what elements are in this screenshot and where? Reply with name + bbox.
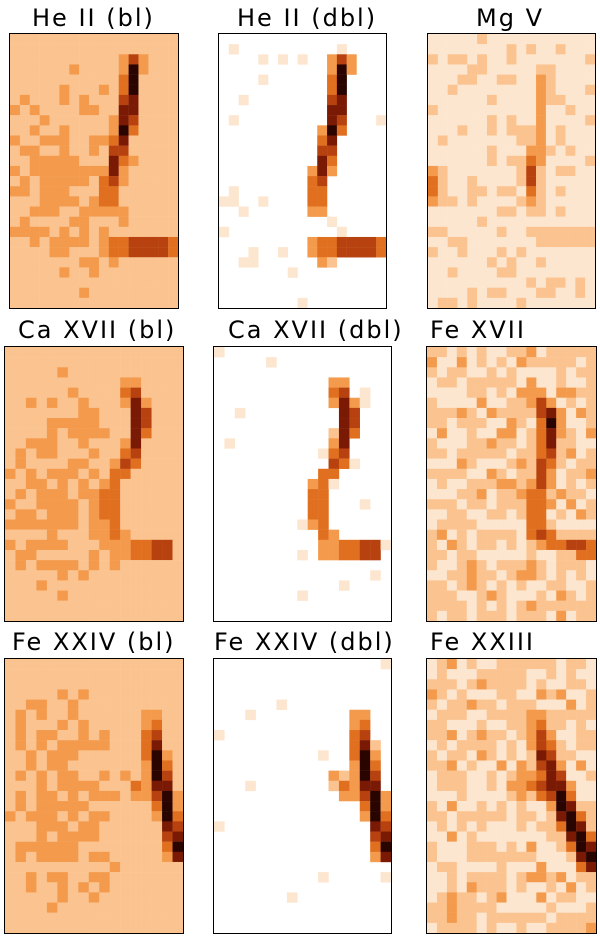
image-panel-fe24-bl (4, 658, 184, 934)
panel-title-8: Fe XXIV (dbl) (214, 628, 395, 656)
intensity-map (10, 34, 178, 308)
intensity-map (428, 34, 595, 308)
intensity-map (5, 347, 183, 621)
image-panel-ca17-dbl (213, 346, 392, 622)
image-panel-mg5 (427, 33, 596, 309)
intensity-map (427, 659, 596, 933)
panel-title-4: Ca XVII (bl) (18, 316, 177, 344)
image-panel-he2-bl (9, 33, 179, 309)
image-panel-fe17 (426, 346, 597, 622)
intensity-map (214, 659, 391, 903)
panel-title-1: He II (bl) (32, 4, 155, 32)
image-panel-ca17-bl (4, 346, 184, 622)
panel-title-5: Ca XVII (dbl) (228, 316, 404, 344)
image-panel-he2-dbl (218, 33, 387, 309)
image-panel-fe23 (426, 658, 597, 934)
intensity-map (214, 347, 391, 601)
intensity-map (427, 347, 596, 621)
panel-title-9: Fe XXIII (430, 628, 536, 656)
panel-title-7: Fe XXIV (bl) (12, 628, 176, 656)
intensity-map (5, 659, 183, 933)
image-panel-fe24-dbl (213, 658, 392, 934)
intensity-map (219, 44, 386, 308)
panel-title-2: He II (dbl) (237, 4, 378, 32)
panel-title-6: Fe XVII (430, 316, 526, 344)
panel-title-3: Mg V (476, 4, 544, 32)
